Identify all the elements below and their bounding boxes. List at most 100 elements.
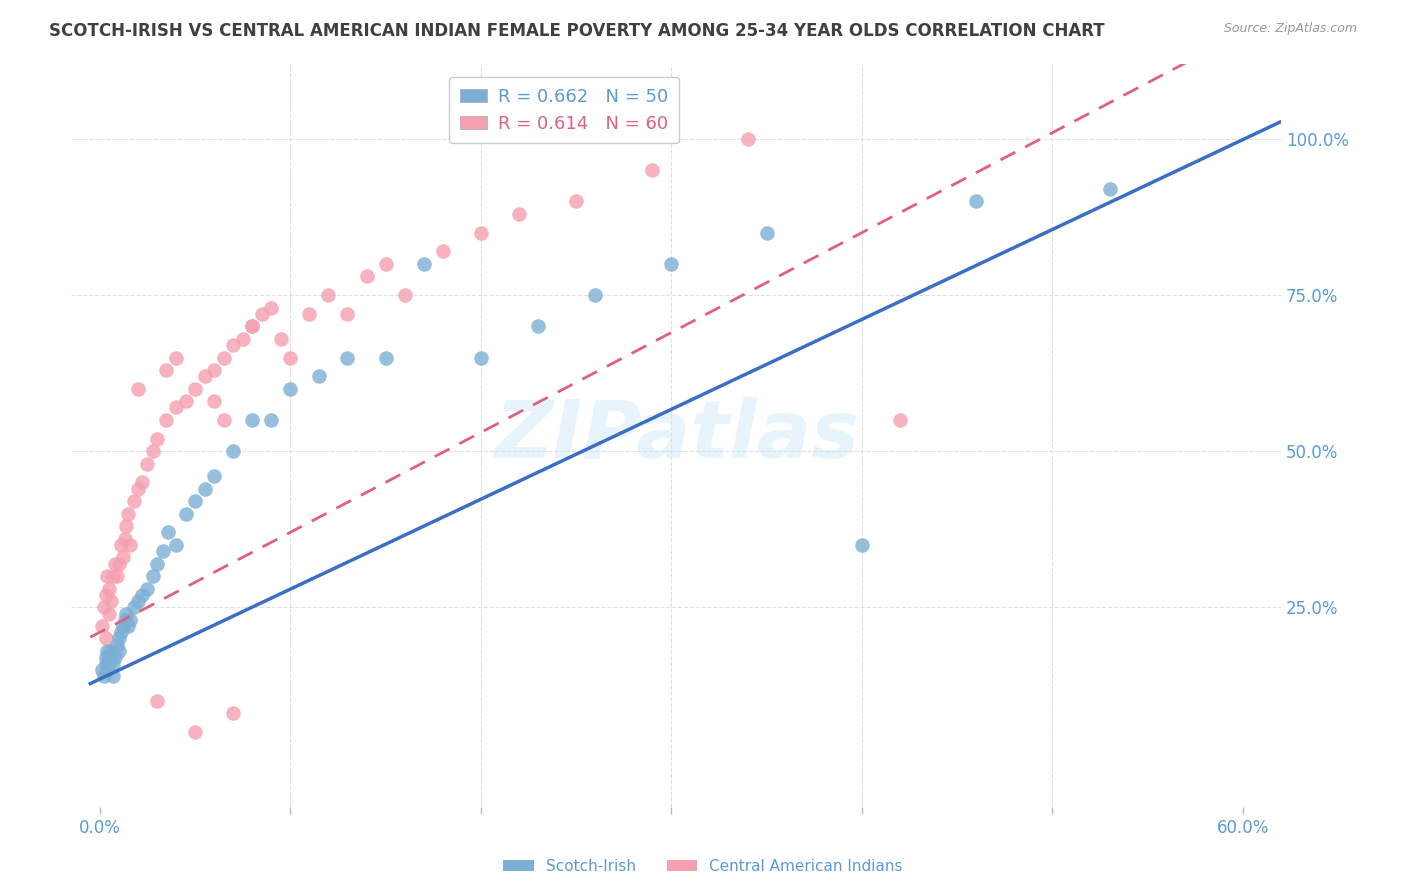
Central American Indians	[155, 413, 177, 427]
Scotch-Irish	[583, 288, 606, 302]
Central American Indians	[117, 507, 139, 521]
Central American Indians	[105, 569, 128, 583]
Central American Indians	[98, 582, 121, 596]
Legend: R = 0.662   N = 50, R = 0.614   N = 60: R = 0.662 N = 50, R = 0.614 N = 60	[450, 77, 679, 144]
Central American Indians	[202, 394, 225, 409]
Central American Indians	[194, 369, 217, 384]
Central American Indians	[98, 607, 121, 621]
Scotch-Irish	[470, 351, 492, 365]
Central American Indians	[136, 457, 159, 471]
Scotch-Irish	[122, 600, 145, 615]
Central American Indians	[212, 413, 235, 427]
Central American Indians	[93, 600, 115, 615]
Central American Indians	[111, 550, 134, 565]
Scotch-Irish	[100, 644, 122, 658]
Scotch-Irish	[202, 469, 225, 483]
Central American Indians	[250, 307, 273, 321]
Scotch-Irish	[131, 588, 153, 602]
Central American Indians	[222, 338, 245, 352]
Scotch-Irish	[110, 625, 132, 640]
Central American Indians	[202, 363, 225, 377]
Scotch-Irish	[659, 257, 682, 271]
Central American Indians	[120, 538, 142, 552]
Central American Indians	[374, 257, 396, 271]
Scotch-Irish	[108, 644, 131, 658]
Scotch-Irish	[90, 663, 112, 677]
Central American Indians	[131, 475, 153, 490]
Scotch-Irish	[527, 319, 550, 334]
Text: ZIPatlas: ZIPatlas	[494, 397, 859, 475]
Central American Indians	[94, 632, 117, 646]
Scotch-Irish	[101, 669, 124, 683]
Scotch-Irish	[157, 525, 180, 540]
Scotch-Irish	[260, 413, 283, 427]
Central American Indians	[737, 132, 759, 146]
Central American Indians	[432, 244, 454, 259]
Scotch-Irish	[374, 351, 396, 365]
Central American Indians	[240, 319, 263, 334]
Scotch-Irish	[108, 632, 131, 646]
Scotch-Irish	[127, 594, 149, 608]
Central American Indians	[336, 307, 359, 321]
Central American Indians	[142, 444, 165, 458]
Central American Indians	[356, 269, 378, 284]
Central American Indians	[127, 482, 149, 496]
Scotch-Irish	[412, 257, 434, 271]
Scotch-Irish	[120, 613, 142, 627]
Scotch-Irish	[142, 569, 165, 583]
Scotch-Irish	[98, 657, 121, 671]
Text: Source: ZipAtlas.com: Source: ZipAtlas.com	[1223, 22, 1357, 36]
Scotch-Irish	[1098, 182, 1121, 196]
Scotch-Irish	[136, 582, 159, 596]
Central American Indians	[240, 319, 263, 334]
Scotch-Irish	[115, 607, 138, 621]
Central American Indians	[122, 494, 145, 508]
Central American Indians	[127, 382, 149, 396]
Central American Indians	[115, 519, 138, 533]
Central American Indians	[155, 363, 177, 377]
Scotch-Irish	[755, 226, 778, 240]
Central American Indians	[146, 694, 169, 708]
Scotch-Irish	[117, 619, 139, 633]
Scotch-Irish	[278, 382, 301, 396]
Central American Indians	[100, 594, 122, 608]
Central American Indians	[394, 288, 416, 302]
Scotch-Irish	[101, 657, 124, 671]
Central American Indians	[318, 288, 340, 302]
Central American Indians	[165, 351, 187, 365]
Central American Indians	[260, 301, 283, 315]
Central American Indians	[108, 557, 131, 571]
Scotch-Irish	[308, 369, 330, 384]
Central American Indians	[508, 207, 530, 221]
Scotch-Irish	[222, 444, 245, 458]
Central American Indians	[146, 432, 169, 446]
Scotch-Irish	[94, 650, 117, 665]
Central American Indians	[110, 538, 132, 552]
Scotch-Irish	[114, 613, 136, 627]
Central American Indians	[114, 532, 136, 546]
Central American Indians	[222, 706, 245, 721]
Scotch-Irish	[165, 538, 187, 552]
Central American Indians	[101, 569, 124, 583]
Scotch-Irish	[152, 544, 174, 558]
Scotch-Irish	[336, 351, 359, 365]
Central American Indians	[298, 307, 321, 321]
Central American Indians	[94, 588, 117, 602]
Central American Indians	[212, 351, 235, 365]
Scotch-Irish	[851, 538, 873, 552]
Scotch-Irish	[94, 657, 117, 671]
Central American Indians	[565, 194, 588, 209]
Central American Indians	[174, 394, 197, 409]
Scotch-Irish	[93, 669, 115, 683]
Central American Indians	[278, 351, 301, 365]
Scotch-Irish	[111, 619, 134, 633]
Scotch-Irish	[194, 482, 217, 496]
Scotch-Irish	[96, 663, 118, 677]
Central American Indians	[184, 725, 207, 739]
Central American Indians	[470, 226, 492, 240]
Scotch-Irish	[174, 507, 197, 521]
Scotch-Irish	[105, 638, 128, 652]
Scotch-Irish	[98, 650, 121, 665]
Central American Indians	[889, 413, 911, 427]
Central American Indians	[165, 401, 187, 415]
